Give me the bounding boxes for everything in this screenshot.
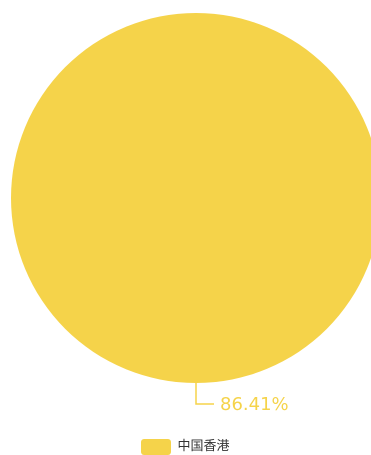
legend-swatch — [141, 438, 172, 455]
slice-leader-line — [195, 383, 214, 405]
legend: 中国香港 — [0, 438, 371, 455]
legend-item-hong-kong[interactable]: 中国香港 — [141, 438, 230, 455]
slice-percent-label: 86.41% — [220, 394, 289, 415]
legend-label: 中国香港 — [177, 438, 230, 454]
pie-chart-canvas: 86.41% — [11, 13, 371, 415]
pie-slice-hong-kong[interactable] — [11, 13, 371, 383]
